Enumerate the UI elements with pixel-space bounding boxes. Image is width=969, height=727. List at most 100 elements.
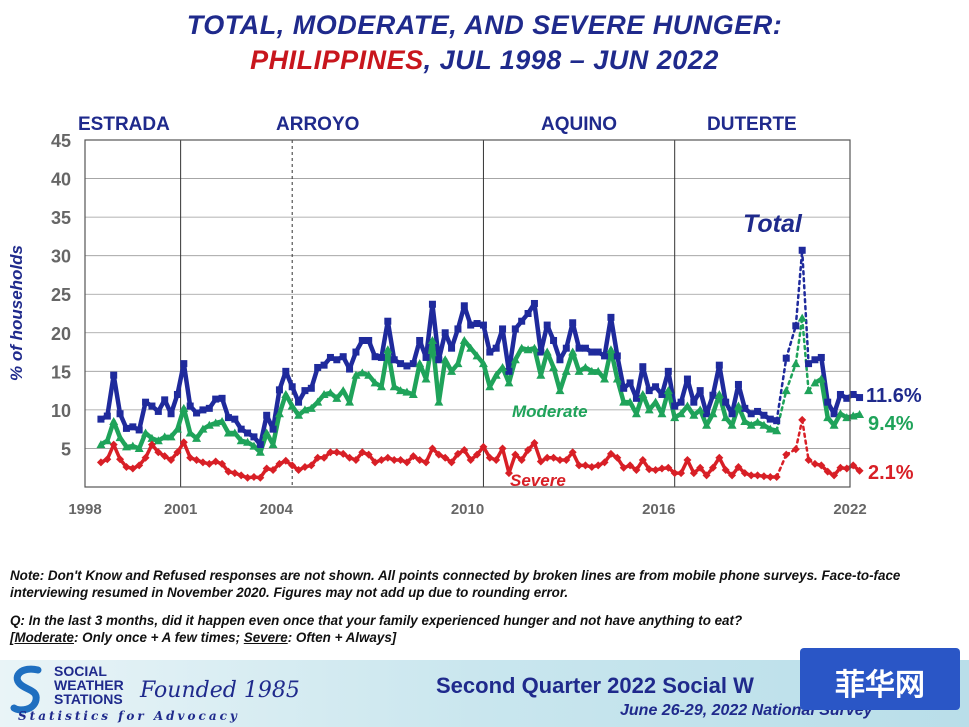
total-data-point <box>454 325 462 333</box>
total-line-segment <box>111 372 123 416</box>
total-data-point <box>658 390 666 398</box>
moderate-annotation: Moderate <box>512 402 588 421</box>
total-data-point <box>365 336 373 344</box>
total-data-point <box>524 310 532 317</box>
moderate-end-value: 9.4% <box>868 413 914 435</box>
definitions: [Moderate: Only once + A few times; Seve… <box>10 630 397 645</box>
total-data-point <box>601 352 609 360</box>
total-data-point <box>358 336 366 344</box>
severe-data-point <box>351 456 360 465</box>
total-data-point <box>269 425 277 433</box>
total-data-point <box>460 302 468 310</box>
org-tagline: Statistics for Advocacy <box>18 709 240 723</box>
moderate-line-segment <box>608 347 620 382</box>
severe-data-point <box>511 450 520 459</box>
total-data-point <box>817 353 825 361</box>
title-country: PHILIPPINES <box>250 45 424 75</box>
moderate-data-point <box>644 405 654 414</box>
moderate-data-point <box>198 424 208 433</box>
total-data-point <box>256 441 264 449</box>
moderate-data-point <box>332 393 342 402</box>
moderate-data-point <box>389 382 399 391</box>
moderate-data-point <box>765 424 775 433</box>
severe-data-point <box>300 462 309 471</box>
org-name-line2: WEATHER <box>54 677 124 693</box>
admin-label-duterte: DUTERTE <box>707 114 797 135</box>
moderate-data-point <box>536 370 546 379</box>
severe-line-segment <box>775 453 788 479</box>
total-data-point <box>754 407 762 415</box>
moderate-data-point <box>172 424 182 433</box>
moderate-data-point <box>236 436 246 445</box>
total-data-point <box>110 371 118 379</box>
title-period: , JUL 1998 – JUN 2022 <box>423 45 719 75</box>
severe-data-point <box>504 469 513 478</box>
total-data-point <box>205 404 213 412</box>
total-data-point <box>275 386 283 394</box>
moderate-data-point <box>102 436 112 445</box>
total-data-point <box>441 329 449 337</box>
moderate-data-point <box>160 432 170 441</box>
total-line-segment <box>666 369 677 409</box>
moderate-data-point <box>619 397 629 406</box>
total-data-point <box>224 414 232 422</box>
severe-data-point <box>320 453 329 462</box>
severe-data-point <box>645 465 654 474</box>
total-data-point <box>435 356 443 364</box>
total-line-segment <box>794 249 804 328</box>
moderate-line-segment <box>800 316 810 392</box>
total-annotation: Total <box>743 210 803 238</box>
total-data-point <box>550 336 558 344</box>
total-line-segment <box>697 388 709 416</box>
severe-data-point <box>530 439 539 448</box>
total-data-point <box>773 417 781 425</box>
moderate-data-point <box>204 420 214 429</box>
total-data-point <box>237 425 245 433</box>
total-data-point <box>97 415 105 423</box>
total-data-point <box>709 391 717 399</box>
moderate-data-point <box>810 378 820 387</box>
severe-data-point <box>836 463 845 472</box>
severe-data-point <box>728 471 737 480</box>
total-data-point <box>193 409 201 417</box>
severe-end-value: 2.1% <box>868 462 914 484</box>
severe-data-point <box>747 471 756 480</box>
moderate-data-point <box>402 387 412 396</box>
severe-data-point <box>128 464 137 473</box>
moderate-data-point <box>529 343 539 352</box>
moderate-data-point <box>568 347 578 356</box>
y-tick-label: 35 <box>51 208 71 228</box>
moderate-data-point <box>415 359 425 368</box>
severe-data-point <box>849 461 858 470</box>
total-data-point <box>530 299 538 307</box>
moderate-data-point <box>708 409 718 418</box>
total-line-segment <box>430 301 442 363</box>
moderate-data-point <box>606 345 616 354</box>
severe-data-point <box>345 453 354 462</box>
severe-data-point <box>141 453 150 462</box>
total-line-segment <box>785 324 798 360</box>
severe-line-segment <box>507 452 518 475</box>
moderate-data-point <box>357 368 367 377</box>
severe-data-point <box>568 448 577 457</box>
total-data-point <box>588 348 596 356</box>
moderate-data-point <box>281 389 291 398</box>
severe-data-point <box>689 469 698 478</box>
moderate-data-point <box>517 343 527 352</box>
moderate-data-point <box>714 389 724 398</box>
total-data-point <box>122 424 130 432</box>
def-moderate-text: : Only once + A few times; <box>74 630 244 645</box>
severe-data-point <box>683 456 692 465</box>
severe-data-point <box>664 463 673 472</box>
admin-label-estrada: ESTRADA <box>78 114 170 135</box>
severe-data-point <box>606 449 615 458</box>
severe-data-point <box>192 456 201 465</box>
moderate-line-segment <box>411 361 422 397</box>
total-line-segment <box>775 356 788 422</box>
moderate-data-point <box>153 436 163 445</box>
total-line-segment <box>136 399 148 433</box>
x-tick-label: 2022 <box>833 501 866 518</box>
org-name-line3: STATIONS <box>54 691 123 707</box>
total-data-point <box>703 410 711 418</box>
total-line-segment <box>532 301 544 355</box>
